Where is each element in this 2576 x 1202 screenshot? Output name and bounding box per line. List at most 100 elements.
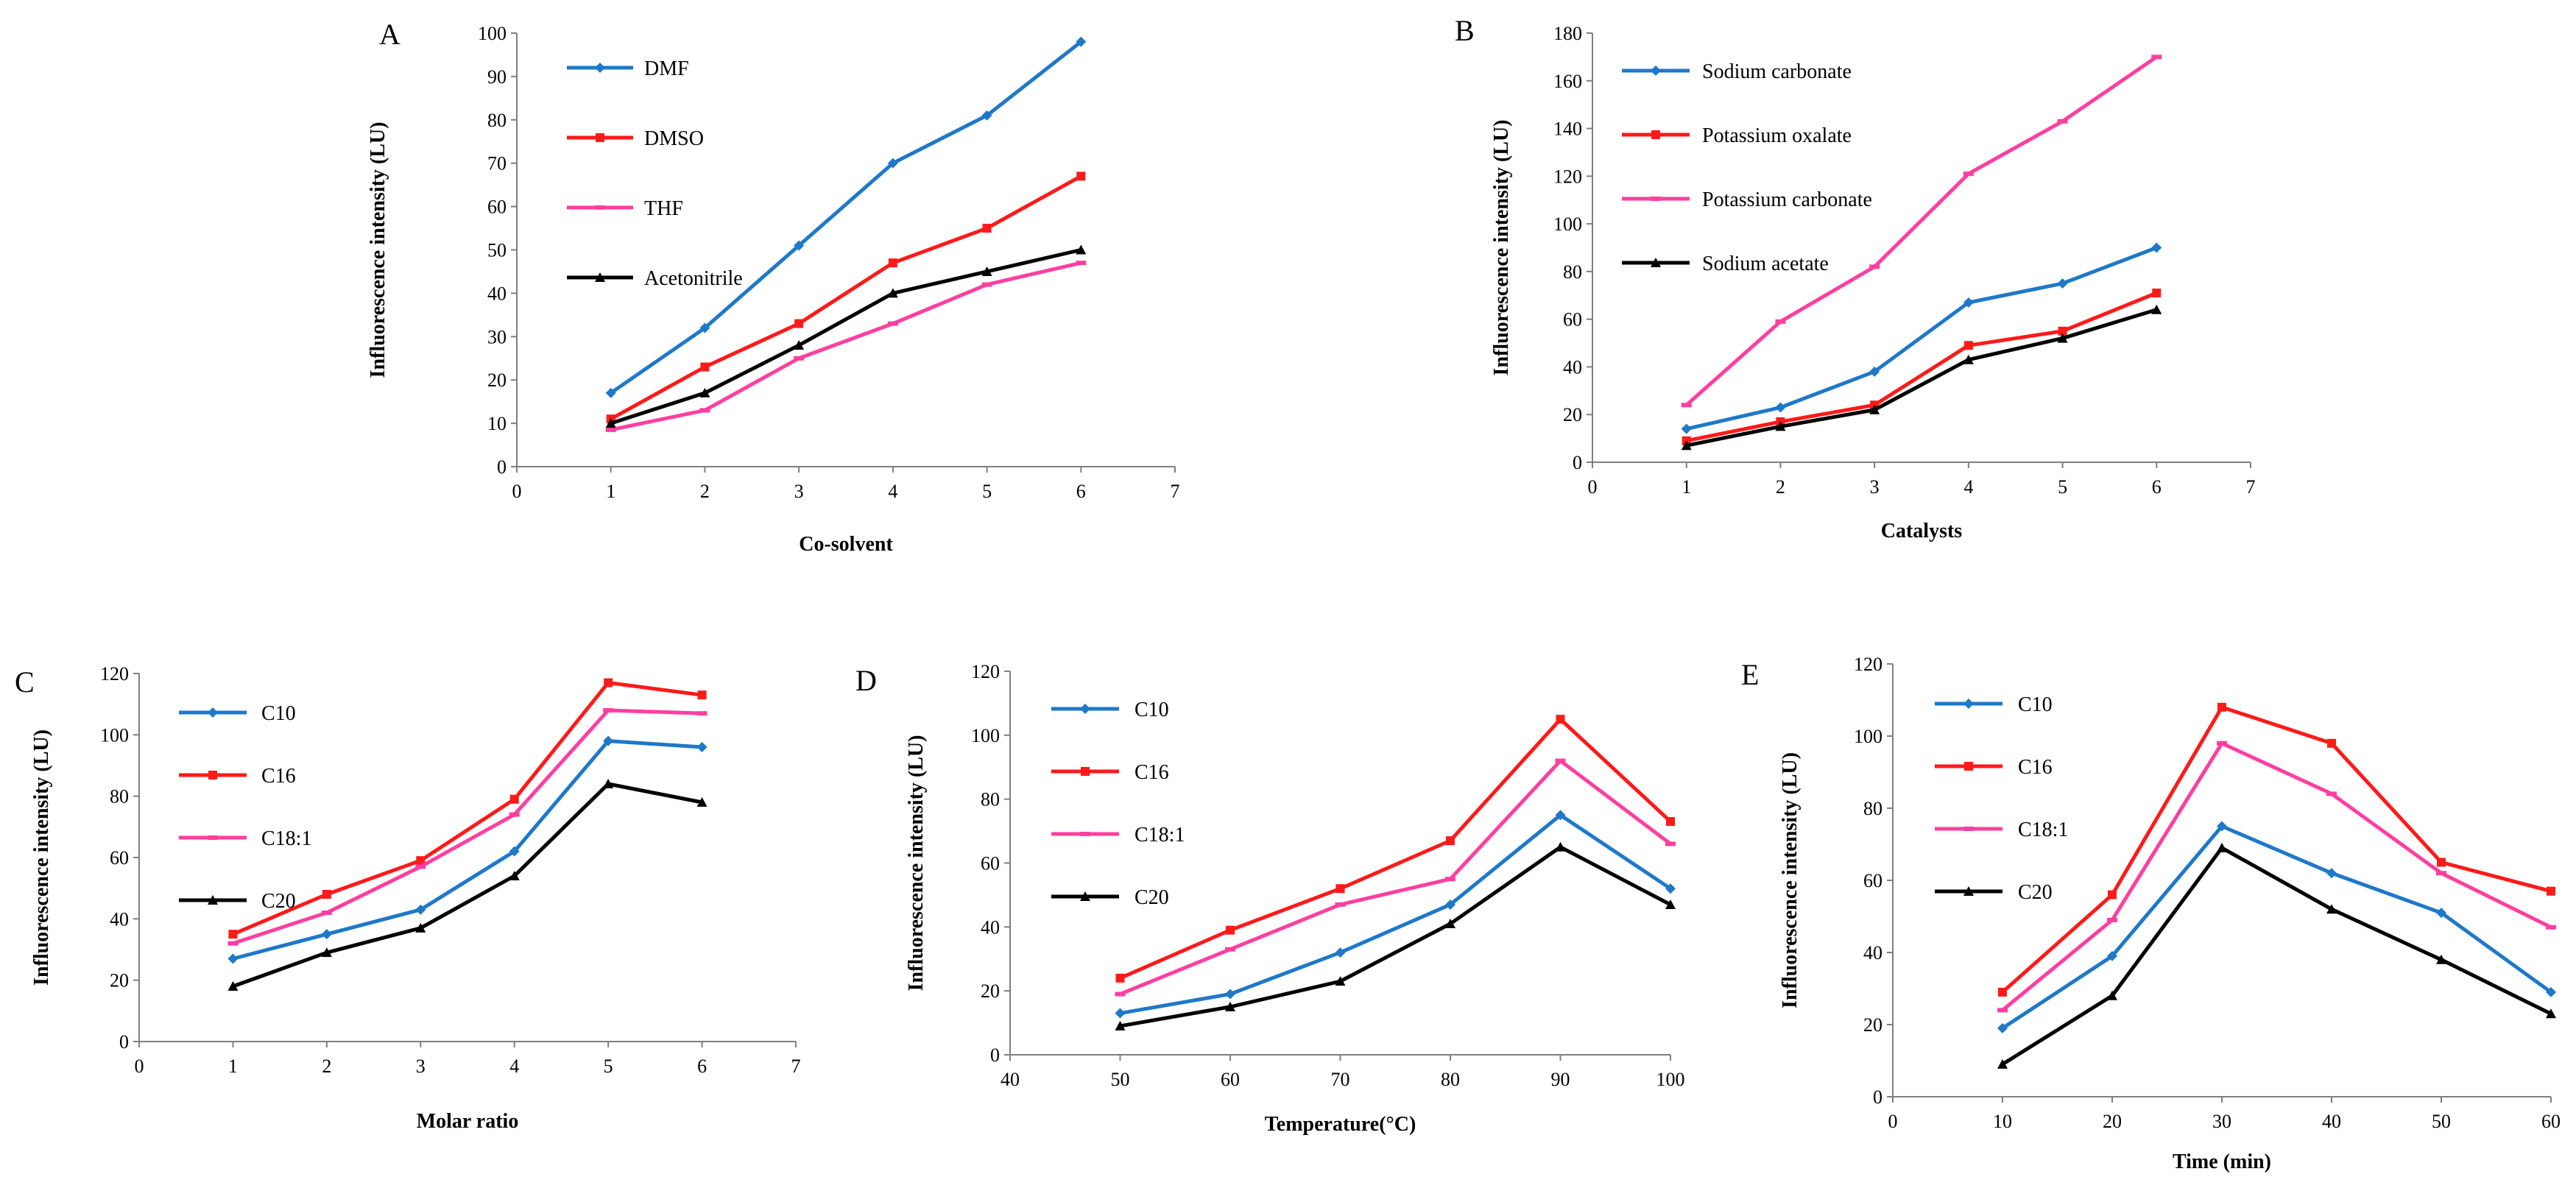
series-line (610, 248, 1081, 425)
y-tick-label: 80 (1563, 261, 1582, 283)
data-point (1076, 244, 1087, 255)
legend-entry: DMSO (567, 127, 704, 150)
data-point (227, 981, 239, 991)
x-tick-label: 5 (604, 1056, 613, 1077)
data-point (2546, 1008, 2556, 1019)
y-axis-title: Influorescence intensity (LU) (1490, 120, 1513, 376)
legend-label: C16 (1135, 761, 1169, 784)
panel-label: A (379, 18, 400, 51)
y-tick-label: 60 (1563, 309, 1582, 330)
series-c10 (1115, 810, 1676, 1019)
series-c18-1 (1997, 740, 2556, 1013)
data-point (2151, 54, 2162, 60)
data-point (603, 708, 614, 713)
data-point (1665, 899, 1676, 909)
data-point (1963, 341, 1973, 350)
data-point (1997, 1022, 2008, 1033)
y-tick-label: 140 (1553, 119, 1582, 140)
data-point (2437, 858, 2446, 867)
y-tick-label: 80 (110, 786, 129, 807)
data-point (1681, 440, 1692, 450)
x-tick-label: 60 (1221, 1069, 1240, 1090)
legend-swatch-marker (595, 63, 605, 73)
data-point (509, 871, 520, 880)
legend-entry: C18:1 (179, 827, 311, 850)
y-tick-label: 20 (1563, 404, 1582, 425)
data-point (794, 356, 805, 361)
data-point (1963, 172, 1974, 177)
series-line (232, 681, 702, 936)
data-point (322, 890, 331, 899)
data-point (887, 321, 898, 326)
data-point (1869, 404, 1880, 414)
x-tick-label: 6 (1076, 481, 1086, 502)
y-tick-label: 0 (1873, 1086, 1882, 1108)
legend-label: THF (644, 197, 683, 220)
series-line (2001, 741, 2552, 1012)
data-point (1115, 973, 1125, 983)
series-line (1120, 813, 1672, 1016)
series-line (2001, 824, 2552, 1030)
data-point (227, 941, 239, 946)
panel-label: C (15, 665, 35, 699)
chart-panel-b: B 0 20 40 60 80 100 120 140 160 180 0 1 2 3 4 5 6 7 Catalys… (1455, 14, 2256, 542)
data-point (2107, 990, 2117, 1000)
data-point (2057, 333, 2068, 343)
series-c16 (1998, 702, 2555, 997)
data-point (2326, 791, 2337, 796)
x-tick-label: 7 (2246, 476, 2256, 498)
y-tick-label: 40 (1563, 356, 1582, 378)
data-point (1998, 987, 2007, 997)
data-point (1115, 1020, 1126, 1030)
legend-swatch-marker (595, 205, 605, 210)
legend-swatch-marker (1081, 767, 1090, 776)
legend-swatch-marker (1651, 197, 1661, 201)
x-tick-label: 4 (1963, 476, 1973, 498)
x-tick-label: 2 (700, 481, 710, 502)
data-point (699, 322, 710, 333)
data-point (1963, 354, 1974, 364)
data-point (1226, 925, 1235, 935)
series-line (1686, 308, 2158, 448)
data-point (794, 340, 805, 350)
data-point (2151, 242, 2162, 253)
x-tick-label: 5 (2058, 476, 2067, 498)
data-point (509, 812, 520, 817)
y-tick-label: 60 (1863, 870, 1882, 891)
data-point (2217, 842, 2227, 852)
data-point (509, 794, 519, 804)
data-point (2436, 871, 2446, 876)
data-point (416, 856, 426, 866)
data-point (1775, 319, 1786, 324)
series-line (1119, 717, 1672, 980)
legend-swatch-marker (595, 272, 605, 282)
legend-entry: C16 (1935, 756, 2053, 779)
data-point (2057, 278, 2068, 289)
legend-label: C20 (2018, 881, 2053, 904)
series-thf (605, 261, 1087, 432)
legend-swatch-marker (1080, 891, 1090, 901)
legend-label: C10 (261, 702, 296, 725)
legend-swatch-marker (1963, 699, 1974, 709)
x-axis-title: Molar ratio (417, 1110, 519, 1133)
x-tick-label: 80 (1441, 1069, 1460, 1090)
x-tick-label: 1 (606, 481, 615, 502)
x-tick-label: 1 (228, 1056, 238, 1077)
series-line (2001, 846, 2552, 1067)
y-tick-label: 40 (981, 916, 1000, 938)
x-axis-title: Time (min) (2173, 1150, 2271, 1173)
data-point (1076, 261, 1087, 266)
x-tick-label: 0 (1588, 476, 1598, 498)
legend-swatch-marker (1651, 130, 1660, 139)
x-tick-label: 0 (1888, 1111, 1898, 1132)
y-tick-label: 120 (1854, 654, 1882, 675)
legend-entry: Sodium acetate (1622, 252, 1829, 275)
data-point (1681, 403, 1692, 408)
legend-entry: C20 (1935, 881, 2053, 904)
data-point (228, 930, 238, 939)
data-point (981, 282, 992, 287)
data-point (1997, 1008, 2008, 1013)
legend-swatch-marker (208, 895, 218, 905)
data-point (2217, 702, 2226, 712)
legend-swatch-marker (208, 835, 218, 840)
